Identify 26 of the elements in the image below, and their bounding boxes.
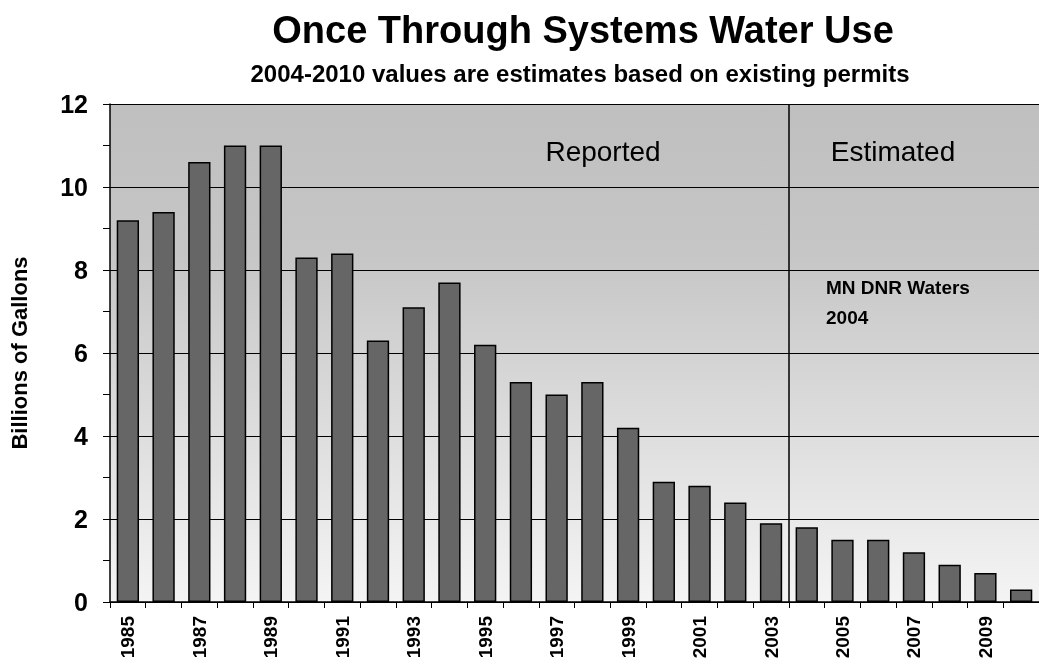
x-tick-label: 1993 [403,616,425,659]
x-tick-label: 2003 [760,616,782,659]
x-tick-label: 1985 [117,615,139,659]
y-tick-label: 10 [60,173,88,201]
x-tick-label: 1991 [331,615,353,659]
x-tick-label: 1989 [260,616,282,659]
x-tick-label: 1995 [474,615,496,659]
y-axis-title: Billions of Gallons [6,256,32,450]
annotation: Reported [545,135,661,167]
y-tick-label: 4 [74,422,89,450]
x-tick-label: 1999 [617,616,639,659]
chart-title: Once Through Systems Water Use [272,9,894,51]
y-tick-label: 2 [74,505,88,533]
y-tick-label: 6 [74,339,88,367]
y-tick-label: 0 [74,588,88,616]
x-tick-label: 2009 [974,616,996,659]
x-tick-label: 1987 [188,616,210,659]
x-tick-label: 2001 [689,615,711,659]
annotation: MN DNR Waters 2004 [826,276,976,328]
x-tick-label: 1997 [546,616,568,659]
y-tick-label: 8 [74,256,89,284]
annotation: Estimated [830,135,956,167]
x-tick-label: 2007 [903,616,925,659]
x-tick-label: 2005 [831,615,853,659]
chart-subtitle: 2004-2010 values are estimates based on existing permits [250,59,910,87]
y-tick-label: 12 [60,90,88,118]
